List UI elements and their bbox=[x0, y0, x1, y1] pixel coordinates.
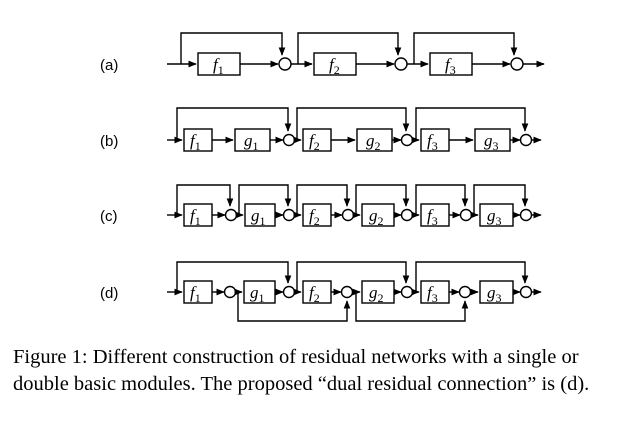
skip-line bbox=[238, 184, 292, 215]
module-label-f2: f2 bbox=[309, 131, 320, 153]
sum-node bbox=[400, 133, 414, 147]
module-label-g2: g2 bbox=[369, 283, 384, 305]
module-label-f3: f3 bbox=[427, 283, 438, 305]
module-box-f3 bbox=[420, 128, 450, 152]
skip-line bbox=[296, 107, 410, 140]
module-label-f1: f1 bbox=[190, 283, 201, 305]
module-box-g3 bbox=[474, 128, 511, 152]
module-label-g1: g1 bbox=[244, 131, 259, 153]
module-label-f2: f2 bbox=[309, 206, 320, 228]
skip-line-bottom bbox=[237, 292, 351, 322]
module-box-f2 bbox=[302, 128, 332, 152]
module-label-g2: g2 bbox=[366, 131, 381, 153]
sum-node bbox=[282, 133, 296, 147]
sum-node bbox=[400, 285, 414, 299]
module-label-g3: g3 bbox=[484, 131, 499, 153]
skip-line bbox=[296, 184, 351, 215]
row-label-d: (d) bbox=[100, 285, 118, 302]
module-box-f2 bbox=[302, 280, 332, 304]
residual-network-diagram: (a) (b) (c) (d) f1 f2 f3 bbox=[100, 32, 545, 322]
row-d bbox=[167, 261, 542, 322]
module-box-f1 bbox=[183, 203, 213, 227]
module-box-g2 bbox=[356, 128, 393, 152]
skip-line bbox=[176, 107, 292, 140]
sum-node bbox=[458, 285, 472, 299]
module-label-f1: f1 bbox=[190, 131, 201, 153]
sum-node bbox=[510, 57, 524, 71]
skip-line bbox=[473, 184, 529, 215]
sum-node bbox=[459, 208, 473, 222]
sum-node bbox=[340, 285, 354, 299]
sum-node bbox=[282, 285, 296, 299]
skip-line-bottom bbox=[355, 292, 469, 322]
module-box-f3 bbox=[420, 280, 450, 304]
skip-line-top bbox=[176, 261, 292, 292]
skip-line-top bbox=[296, 261, 410, 292]
module-box-g3 bbox=[479, 203, 514, 227]
module-box-g1 bbox=[244, 203, 276, 227]
row-label-b: (b) bbox=[100, 133, 118, 150]
sum-node bbox=[519, 285, 533, 299]
row-b bbox=[167, 107, 542, 152]
module-box-f3 bbox=[420, 203, 450, 227]
module-box-f1 bbox=[197, 52, 241, 76]
module-label-f3: f3 bbox=[427, 131, 438, 153]
skip-line-top bbox=[415, 261, 529, 292]
module-label-g3: g3 bbox=[487, 283, 502, 305]
figure-caption: Figure 1: Different construction of resi… bbox=[13, 346, 590, 395]
module-label-g2: g2 bbox=[369, 206, 384, 228]
sum-node bbox=[394, 57, 408, 71]
sum-node bbox=[278, 57, 292, 71]
module-box-g2 bbox=[361, 203, 395, 227]
skip-line bbox=[413, 32, 518, 64]
row-c bbox=[167, 184, 542, 227]
skip-line bbox=[180, 32, 286, 64]
module-label-g3: g3 bbox=[487, 206, 502, 228]
module-label-f1: f1 bbox=[190, 206, 201, 228]
module-label-f1: f1 bbox=[213, 55, 224, 77]
skip-line bbox=[176, 184, 234, 215]
sum-node bbox=[224, 208, 238, 222]
sum-node bbox=[519, 133, 533, 147]
row-a bbox=[167, 32, 545, 76]
skip-line bbox=[355, 184, 410, 215]
sum-node bbox=[341, 208, 355, 222]
skip-line bbox=[415, 184, 469, 215]
row-label-a: (a) bbox=[100, 57, 118, 74]
row-label-c: (c) bbox=[100, 208, 118, 225]
skip-line bbox=[415, 107, 529, 140]
module-label-f3: f3 bbox=[427, 206, 438, 228]
module-label-g1: g1 bbox=[250, 283, 265, 305]
module-box-f2 bbox=[302, 203, 332, 227]
module-box-f1 bbox=[183, 128, 213, 152]
module-box-f3 bbox=[429, 52, 473, 76]
module-box-g3 bbox=[479, 280, 514, 304]
sum-node bbox=[400, 208, 414, 222]
sum-node bbox=[519, 208, 533, 222]
skip-line bbox=[297, 32, 402, 64]
module-box-g2 bbox=[361, 280, 395, 304]
module-box-f2 bbox=[313, 52, 357, 76]
module-box-f1 bbox=[183, 280, 213, 304]
sum-node bbox=[223, 285, 237, 299]
module-label-f3: f3 bbox=[445, 55, 456, 77]
module-box-g1 bbox=[243, 280, 276, 304]
module-label-f2: f2 bbox=[309, 283, 320, 305]
module-label-g1: g1 bbox=[251, 206, 266, 228]
module-label-f2: f2 bbox=[329, 55, 340, 77]
sum-node bbox=[282, 208, 296, 222]
module-box-g1 bbox=[234, 128, 271, 152]
